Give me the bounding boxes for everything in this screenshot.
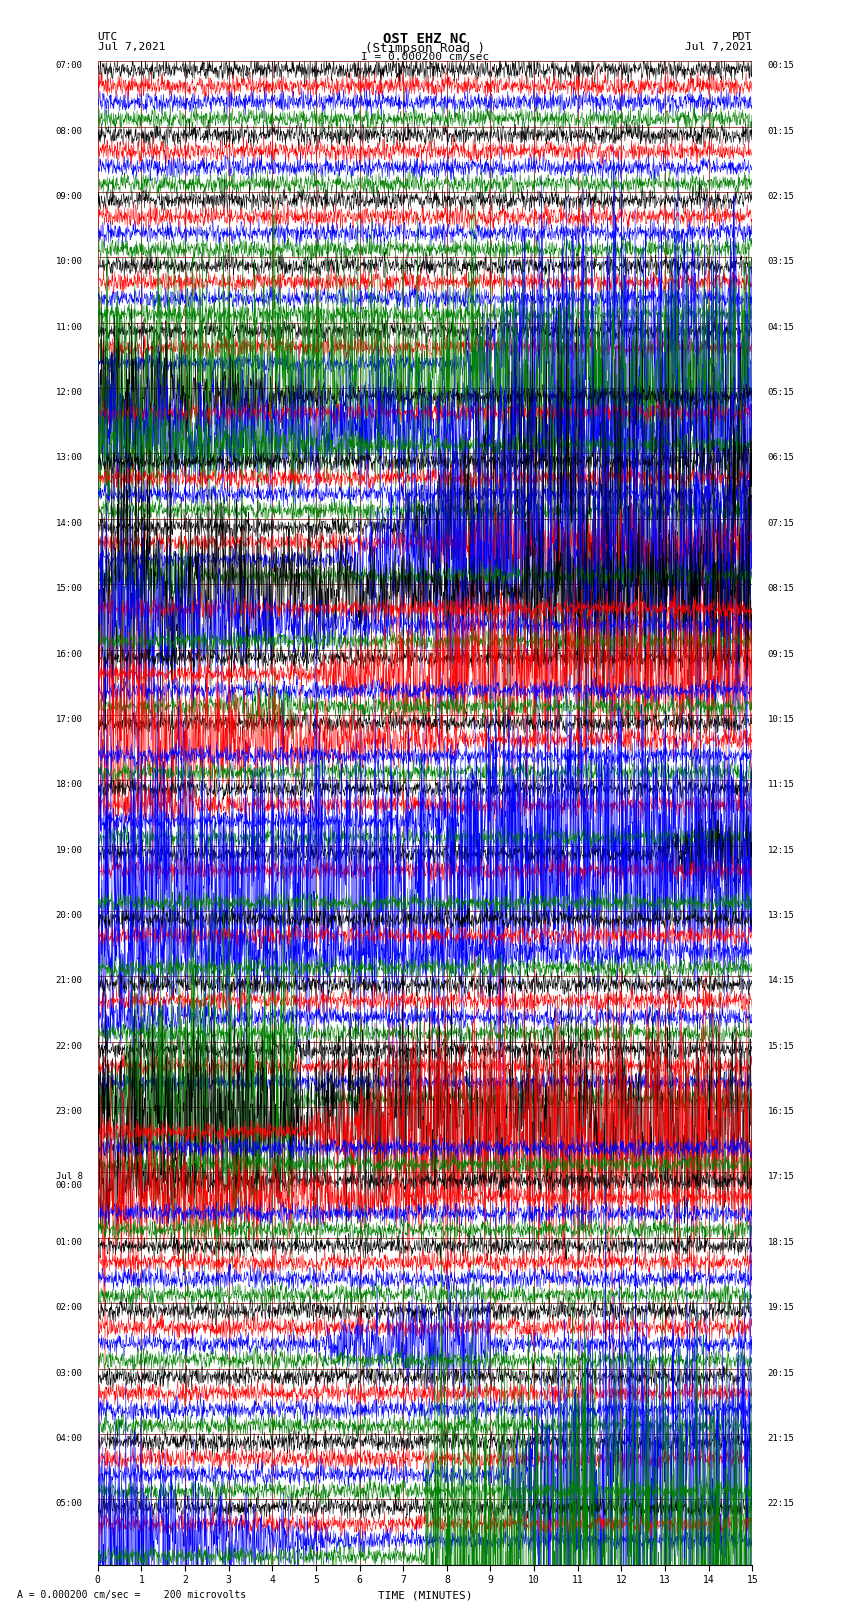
Text: 02:15: 02:15 [768,192,795,202]
Text: Jul 8: Jul 8 [55,1173,82,1181]
Text: 00:00: 00:00 [55,1181,82,1190]
Text: 03:15: 03:15 [768,258,795,266]
Text: 03:00: 03:00 [55,1368,82,1378]
Text: 21:15: 21:15 [768,1434,795,1444]
Text: 04:15: 04:15 [768,323,795,332]
Text: 19:15: 19:15 [768,1303,795,1311]
Text: 11:00: 11:00 [55,323,82,332]
Text: 17:00: 17:00 [55,715,82,724]
Text: 01:15: 01:15 [768,127,795,135]
Text: 23:00: 23:00 [55,1107,82,1116]
Text: 21:00: 21:00 [55,976,82,986]
Text: A = 0.000200 cm/sec =    200 microvolts: A = 0.000200 cm/sec = 200 microvolts [17,1590,246,1600]
Text: Jul 7,2021: Jul 7,2021 [685,42,752,52]
Text: OST EHZ NC: OST EHZ NC [383,32,467,47]
Text: 12:00: 12:00 [55,389,82,397]
Text: Jul 7,2021: Jul 7,2021 [98,42,165,52]
Text: 02:00: 02:00 [55,1303,82,1311]
Text: 16:15: 16:15 [768,1107,795,1116]
Text: (Stimpson Road ): (Stimpson Road ) [365,42,485,55]
Text: 00:15: 00:15 [768,61,795,71]
Text: 19:00: 19:00 [55,845,82,855]
Text: 22:00: 22:00 [55,1042,82,1050]
Text: 06:15: 06:15 [768,453,795,463]
Text: 20:15: 20:15 [768,1368,795,1378]
Text: I = 0.000200 cm/sec: I = 0.000200 cm/sec [361,52,489,61]
Text: 18:15: 18:15 [768,1237,795,1247]
Text: 07:00: 07:00 [55,61,82,71]
Text: 16:00: 16:00 [55,650,82,658]
Text: 13:00: 13:00 [55,453,82,463]
Text: 07:15: 07:15 [768,519,795,527]
Text: 04:00: 04:00 [55,1434,82,1444]
Text: 09:00: 09:00 [55,192,82,202]
Text: 12:15: 12:15 [768,845,795,855]
Text: 17:15: 17:15 [768,1173,795,1181]
Text: 13:15: 13:15 [768,911,795,919]
Text: UTC: UTC [98,32,118,42]
Text: 15:00: 15:00 [55,584,82,594]
Text: 05:00: 05:00 [55,1498,82,1508]
Text: 08:00: 08:00 [55,127,82,135]
Text: 05:15: 05:15 [768,389,795,397]
Text: 15:15: 15:15 [768,1042,795,1050]
Text: 14:00: 14:00 [55,519,82,527]
Text: 20:00: 20:00 [55,911,82,919]
Text: 22:15: 22:15 [768,1498,795,1508]
Text: 10:15: 10:15 [768,715,795,724]
Text: 18:00: 18:00 [55,781,82,789]
Text: 14:15: 14:15 [768,976,795,986]
Text: 08:15: 08:15 [768,584,795,594]
Text: 09:15: 09:15 [768,650,795,658]
Text: 01:00: 01:00 [55,1237,82,1247]
X-axis label: TIME (MINUTES): TIME (MINUTES) [377,1590,473,1600]
Text: 10:00: 10:00 [55,258,82,266]
Text: PDT: PDT [732,32,752,42]
Text: 11:15: 11:15 [768,781,795,789]
